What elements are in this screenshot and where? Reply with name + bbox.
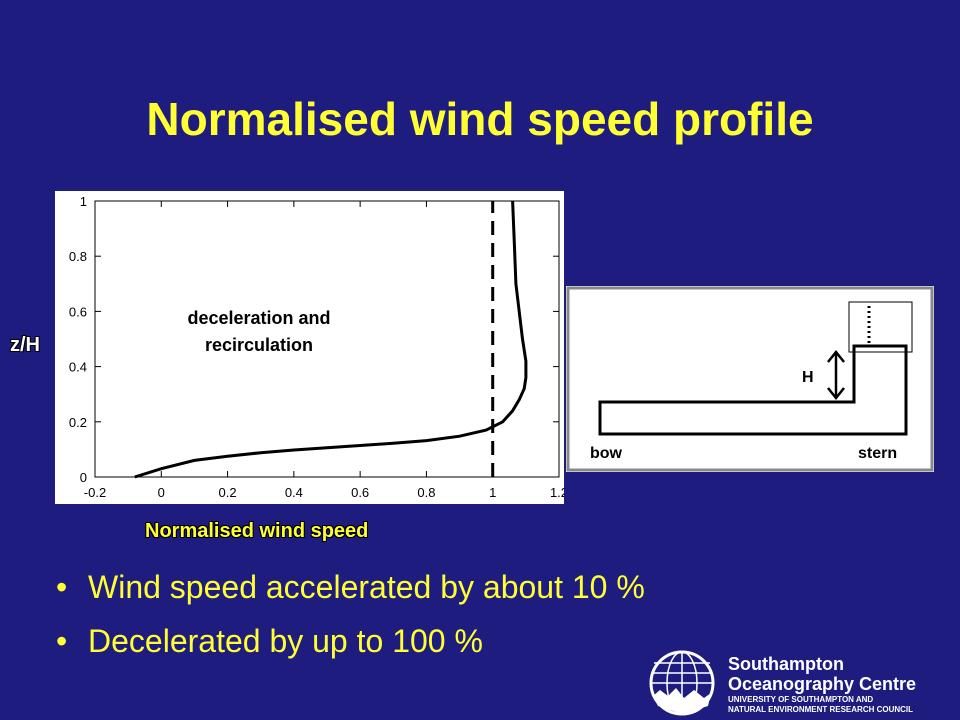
logo-line-2: Oceanography Centre — [728, 674, 916, 694]
annotation-line-1: deceleration and — [187, 308, 330, 328]
x-tick-label: 0 — [158, 485, 165, 500]
bullet-item: • Decelerated by up to 100 % — [56, 614, 645, 668]
profile-line — [134, 200, 528, 479]
y-tick-label: 0.6 — [69, 304, 87, 319]
y-tick-label: 1 — [80, 194, 87, 209]
logo-line-1: Southampton — [728, 654, 844, 674]
x-tick-label: 0.2 — [219, 485, 237, 500]
x-axis-label: Normalised wind speed — [145, 520, 369, 542]
ship-diagram: H bow stern — [566, 286, 934, 472]
x-tick-label: 0.6 — [351, 485, 369, 500]
x-tick-label: 1.2 — [550, 485, 564, 500]
stern-label: stern — [858, 445, 897, 462]
globe-icon — [649, 650, 715, 716]
annotation-line-2: recirculation — [205, 335, 313, 355]
y-tick-label: 0.8 — [69, 249, 87, 264]
height-label: H — [802, 369, 814, 386]
bullet-item: • Wind speed accelerated by about 10 % — [56, 560, 645, 614]
plot-frame — [94, 200, 560, 478]
x-tick-label: 0.8 — [417, 485, 435, 500]
wind-profile-chart: -0.200.20.40.60.811.200.20.40.60.81 dece… — [55, 191, 564, 504]
bow-label: bow — [590, 445, 623, 462]
height-arrow-top — [827, 349, 845, 363]
soc-logo: Southampton Oceanography Centre UNIVERSI… — [649, 650, 916, 716]
y-axis-label: z/H — [10, 334, 40, 356]
bullet-dot-icon: • — [56, 623, 68, 659]
bullet-dot-icon: • — [56, 569, 68, 605]
diagram-frame — [566, 286, 934, 472]
measurement-box — [848, 301, 913, 353]
logo-line-4: NATURAL ENVIRONMENT RESEARCH COUNCIL — [728, 705, 913, 714]
chart-canvas: -0.200.20.40.60.811.200.20.40.60.81 dece… — [69, 194, 564, 500]
logo-line-3: UNIVERSITY OF SOUTHAMPTON AND — [728, 695, 873, 704]
slide-title: Normalised wind speed profile — [146, 93, 814, 145]
x-tick-label: 0.4 — [285, 485, 303, 500]
ship-outline — [598, 344, 908, 436]
bullet-text: Wind speed accelerated by about 10 % — [88, 569, 645, 605]
y-tick-label: 0 — [80, 470, 87, 485]
y-tick-label: 0.4 — [69, 360, 87, 375]
x-tick-label: 1 — [489, 485, 496, 500]
bullet-text: Decelerated by up to 100 % — [88, 623, 483, 659]
height-arrow-bottom — [827, 387, 845, 401]
bullet-list: • Wind speed accelerated by about 10 % • D… — [56, 560, 645, 668]
x-tick-label: -0.2 — [84, 485, 106, 500]
y-tick-label: 0.2 — [69, 415, 87, 430]
